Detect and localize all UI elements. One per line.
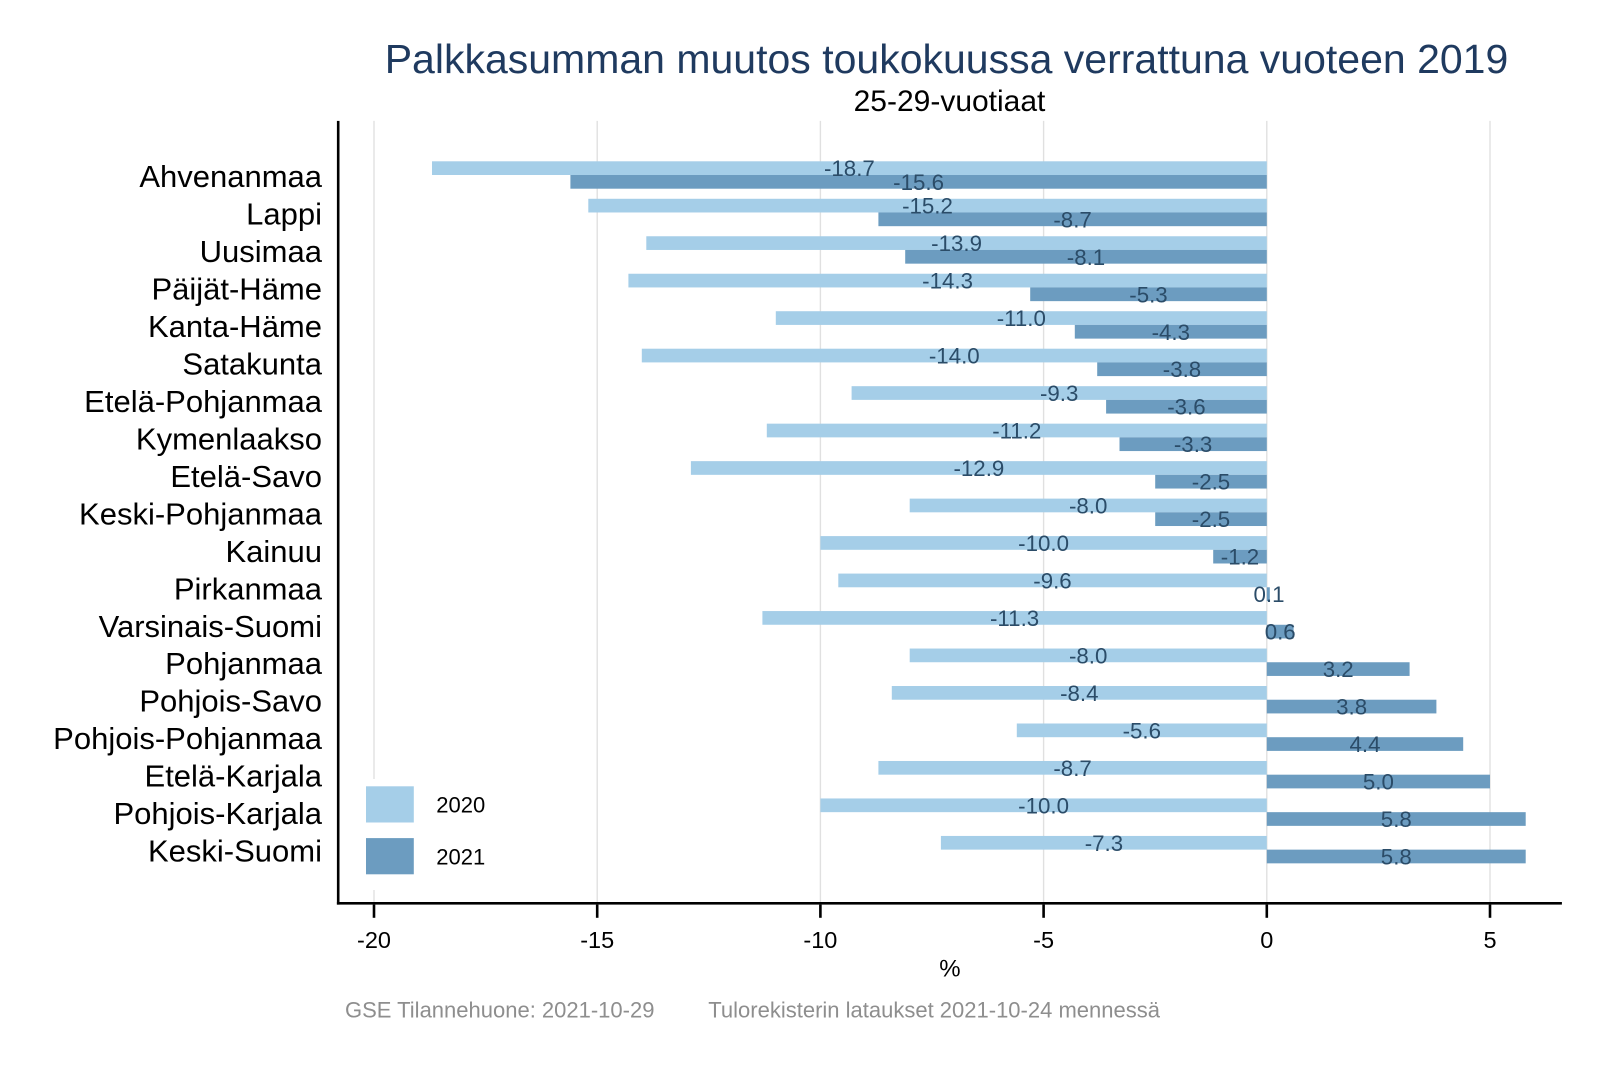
- svg-text:-10: -10: [803, 927, 837, 953]
- svg-text:Keski-Suomi: Keski-Suomi: [148, 834, 322, 869]
- svg-text:-2.5: -2.5: [1192, 507, 1230, 532]
- svg-text:2020: 2020: [436, 793, 485, 818]
- svg-text:0.1: 0.1: [1254, 582, 1285, 607]
- svg-text:Etelä-Pohjanmaa: Etelä-Pohjanmaa: [84, 384, 323, 419]
- svg-text:Varsinais-Suomi: Varsinais-Suomi: [99, 609, 322, 644]
- svg-text:-11.0: -11.0: [997, 306, 1046, 331]
- svg-text:GSE Tilannehuone: 2021-10-29: GSE Tilannehuone: 2021-10-29: [345, 997, 654, 1022]
- svg-text:-4.3: -4.3: [1152, 320, 1190, 345]
- svg-text:%: %: [939, 955, 960, 982]
- svg-text:-3.3: -3.3: [1174, 432, 1212, 457]
- svg-text:Palkkasumman muutos toukokuuss: Palkkasumman muutos toukokuussa verrattu…: [385, 36, 1509, 82]
- svg-text:-11.2: -11.2: [992, 419, 1041, 444]
- svg-text:-13.9: -13.9: [931, 231, 982, 256]
- svg-text:Pohjanmaa: Pohjanmaa: [165, 646, 323, 681]
- svg-text:-15.6: -15.6: [893, 170, 944, 195]
- svg-text:-8.0: -8.0: [1069, 643, 1107, 668]
- svg-text:Kymenlaakso: Kymenlaakso: [136, 421, 322, 456]
- svg-text:3.2: 3.2: [1323, 657, 1354, 682]
- svg-text:Tulorekisterin lataukset 2021-: Tulorekisterin lataukset 2021-10-24 menn…: [708, 997, 1160, 1022]
- svg-text:-10.0: -10.0: [1018, 793, 1069, 818]
- svg-text:Etelä-Karjala: Etelä-Karjala: [145, 759, 323, 794]
- svg-text:-11.3: -11.3: [990, 606, 1039, 631]
- svg-text:4.4: 4.4: [1350, 732, 1381, 757]
- svg-text:Pohjois-Pohjanmaa: Pohjois-Pohjanmaa: [53, 721, 323, 756]
- svg-text:Satakunta: Satakunta: [182, 346, 322, 381]
- svg-text:-18.7: -18.7: [824, 156, 875, 181]
- svg-text:Pirkanmaa: Pirkanmaa: [174, 571, 323, 606]
- svg-text:5: 5: [1483, 927, 1496, 953]
- svg-text:-10.0: -10.0: [1018, 531, 1069, 556]
- svg-text:-15: -15: [580, 927, 614, 953]
- svg-text:0.6: 0.6: [1265, 620, 1296, 645]
- svg-text:-8.1: -8.1: [1067, 245, 1105, 270]
- svg-text:-5.3: -5.3: [1129, 282, 1167, 307]
- svg-text:-9.3: -9.3: [1040, 381, 1078, 406]
- svg-text:Pohjois-Savo: Pohjois-Savo: [139, 684, 322, 719]
- svg-text:0: 0: [1260, 927, 1273, 953]
- svg-text:25-29-vuotiaat: 25-29-vuotiaat: [854, 85, 1046, 118]
- svg-text:-8.4: -8.4: [1060, 681, 1098, 706]
- svg-text:Kainuu: Kainuu: [225, 534, 322, 569]
- svg-text:Pohjois-Karjala: Pohjois-Karjala: [114, 796, 323, 831]
- svg-text:-3.8: -3.8: [1163, 357, 1201, 382]
- svg-text:Keski-Pohjanmaa: Keski-Pohjanmaa: [79, 496, 323, 531]
- svg-text:5.8: 5.8: [1381, 807, 1412, 832]
- svg-text:2021: 2021: [436, 844, 485, 869]
- svg-text:-8.7: -8.7: [1053, 756, 1091, 781]
- svg-text:-5.6: -5.6: [1123, 718, 1161, 743]
- svg-text:Kanta-Häme: Kanta-Häme: [148, 309, 322, 344]
- svg-text:Päijät-Häme: Päijät-Häme: [151, 271, 322, 306]
- svg-text:-8.0: -8.0: [1069, 494, 1107, 519]
- svg-text:-15.2: -15.2: [902, 194, 953, 219]
- svg-text:Lappi: Lappi: [246, 197, 322, 232]
- svg-text:3.8: 3.8: [1336, 695, 1367, 720]
- svg-text:-14.0: -14.0: [929, 344, 980, 369]
- svg-text:5.0: 5.0: [1363, 770, 1394, 795]
- svg-text:Uusimaa: Uusimaa: [200, 234, 323, 269]
- svg-text:-1.2: -1.2: [1221, 545, 1259, 570]
- svg-text:-3.6: -3.6: [1167, 395, 1205, 420]
- svg-text:Ahvenanmaa: Ahvenanmaa: [139, 159, 322, 194]
- svg-text:-8.7: -8.7: [1053, 207, 1091, 232]
- svg-text:-5: -5: [1033, 927, 1054, 953]
- svg-text:-20: -20: [357, 927, 391, 953]
- svg-text:-14.3: -14.3: [922, 269, 973, 294]
- svg-text:-2.5: -2.5: [1192, 470, 1230, 495]
- svg-text:Etelä-Savo: Etelä-Savo: [170, 459, 322, 494]
- svg-text:-12.9: -12.9: [953, 456, 1004, 481]
- svg-text:-7.3: -7.3: [1085, 831, 1123, 856]
- svg-text:-9.6: -9.6: [1033, 568, 1071, 593]
- svg-text:5.8: 5.8: [1381, 845, 1412, 870]
